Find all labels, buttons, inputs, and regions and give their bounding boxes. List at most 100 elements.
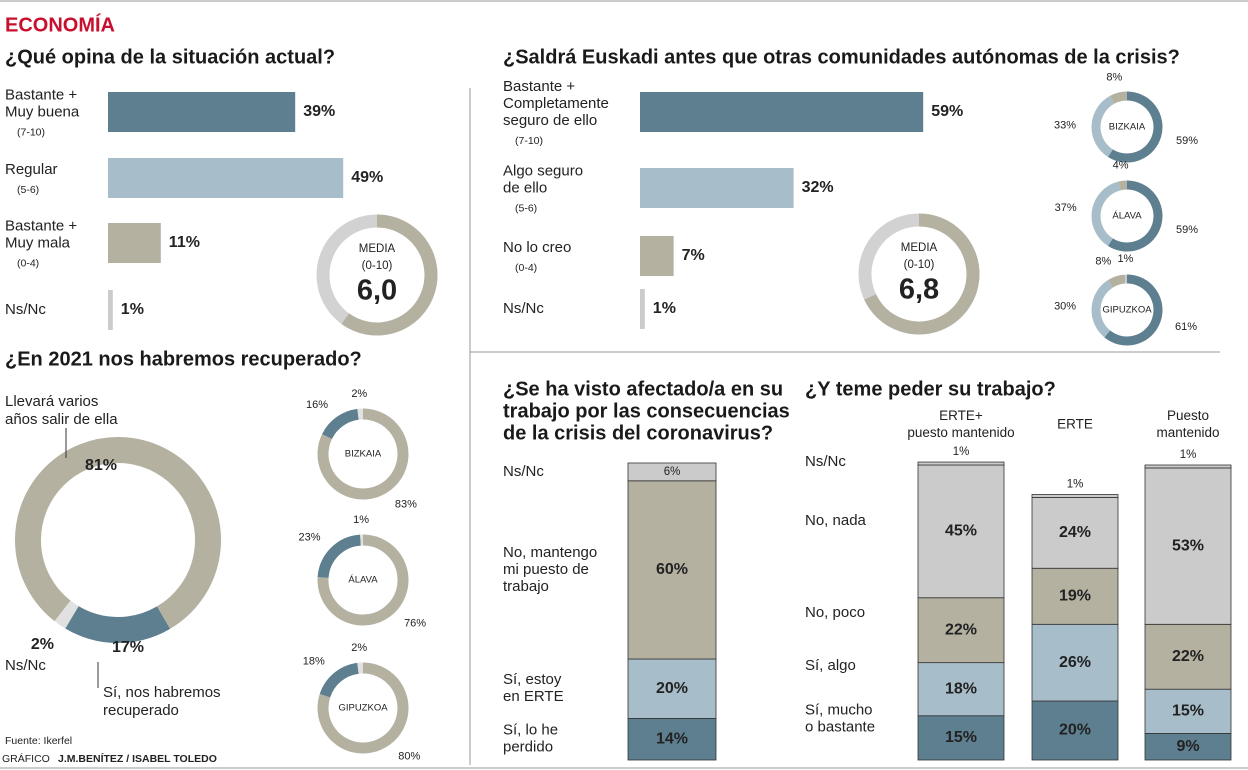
donut-name: BIZKAIA — [1109, 122, 1146, 133]
donut-segment — [1107, 274, 1126, 288]
donut-segment — [1118, 180, 1128, 191]
legend-label: Ns/Nc — [805, 453, 846, 470]
value-label: 19% — [1059, 587, 1091, 604]
value-label: 80% — [398, 750, 420, 762]
value-label: 8% — [1106, 72, 1122, 84]
value-label: 7% — [682, 247, 705, 264]
category-label: Ns/Nc — [503, 463, 544, 480]
value-label: 76% — [404, 618, 426, 630]
chart-title: ¿En 2021 nos habremos recuperado? — [5, 348, 362, 370]
value-label: 9% — [1176, 738, 1199, 755]
value-label: 49% — [351, 169, 383, 186]
category-label: en ERTE — [503, 688, 564, 705]
donut-segment — [54, 600, 79, 629]
category-label: seguro de ello — [503, 112, 597, 129]
category-label: Ns/Nc — [5, 657, 46, 674]
value-label: 8% — [1095, 255, 1111, 267]
bar-segment — [627, 718, 717, 761]
value-label: 1% — [1117, 253, 1133, 265]
category-label: Algo seguro — [503, 162, 583, 179]
category-note: (5-6) — [17, 184, 39, 196]
bar-segment — [1031, 623, 1119, 702]
gauge-label: MEDIA — [359, 243, 396, 255]
chart-title: de la crisis del coronavirus? — [503, 422, 773, 444]
chart-title: ¿Se ha visto afectado/a en su — [503, 378, 783, 400]
value-label: 32% — [802, 179, 834, 196]
value-label: 60% — [656, 561, 688, 578]
bar-segment — [627, 462, 717, 482]
section-title: ECONOMÍA — [5, 13, 115, 36]
category-note: (0-4) — [515, 262, 537, 274]
donut-name: ÁLAVA — [348, 575, 378, 586]
bar-segment — [1031, 700, 1119, 761]
category-label: Regular — [5, 161, 58, 178]
donut-segment — [1107, 91, 1163, 163]
value-label: 22% — [1172, 648, 1204, 665]
value-label: 22% — [945, 621, 977, 638]
legend-label: No, nada — [805, 512, 867, 529]
bar-segment — [1031, 567, 1119, 625]
donut-segment — [15, 437, 221, 629]
bar-segment — [917, 464, 1005, 599]
value-label: 1% — [653, 300, 676, 317]
chart-title: ¿Qué opina de la situación actual? — [5, 46, 335, 68]
value-label: 39% — [303, 103, 335, 120]
category-label: perdido — [503, 739, 553, 756]
column-header: ERTE+ — [939, 408, 983, 423]
bar — [108, 223, 161, 263]
value-label: 11% — [169, 234, 200, 251]
value-label: 18% — [303, 656, 325, 668]
bar-segment — [1144, 733, 1232, 761]
donut-name: ÁLAVA — [1112, 211, 1142, 222]
value-label: 30% — [1054, 301, 1076, 313]
category-label: No, mantengo — [503, 544, 597, 561]
value-label: 26% — [1059, 654, 1091, 671]
bar — [640, 289, 645, 329]
bar — [108, 290, 113, 330]
category-label: Ns/Nc — [5, 301, 46, 318]
bar-segment — [917, 597, 1005, 664]
value-label: 1% — [121, 301, 144, 318]
bar-segment — [1031, 494, 1119, 498]
donut-segment — [1091, 95, 1115, 157]
value-label: 45% — [945, 523, 977, 540]
category-label: Llevará varios — [5, 393, 98, 410]
column-header: puesto mantenido — [907, 425, 1014, 440]
category-label: Muy buena — [5, 103, 80, 120]
category-label: Bastante + — [5, 217, 77, 234]
bar-segment — [1144, 688, 1232, 734]
value-label: 61% — [1175, 321, 1197, 333]
bar — [640, 168, 794, 208]
value-label: 59% — [931, 103, 963, 120]
value-label: 53% — [1172, 537, 1204, 554]
category-label: Ns/Nc — [503, 300, 544, 317]
gauge-arc — [341, 214, 438, 336]
bar — [108, 92, 296, 132]
bar — [640, 236, 674, 276]
value-label: 20% — [656, 680, 688, 697]
value-label: 1% — [1067, 479, 1084, 491]
legend-label: Sí, algo — [805, 657, 856, 674]
legend-label: No, poco — [805, 604, 865, 621]
donut-segment — [1091, 181, 1121, 246]
value-label: 14% — [656, 730, 688, 747]
category-label: Completamente — [503, 95, 609, 112]
donut-segment — [1109, 91, 1128, 104]
legend-label: Sí, mucho — [805, 701, 873, 718]
value-label: 37% — [1055, 202, 1077, 214]
category-label: Bastante + — [503, 78, 575, 95]
value-label: 1% — [1180, 449, 1197, 461]
value-label: 20% — [1059, 722, 1091, 739]
category-note: (7-10) — [515, 135, 543, 147]
value-label: 24% — [1059, 524, 1091, 541]
gauge-value: 6,0 — [357, 275, 397, 307]
bar-segment — [627, 480, 717, 660]
source: Fuente: Ikerfel — [5, 735, 72, 747]
value-label: 81% — [85, 457, 117, 474]
value-label: 18% — [945, 680, 977, 697]
category-label: Sí, nos habremos — [103, 684, 221, 701]
value-label: 4% — [1113, 159, 1129, 171]
value-label: 17% — [112, 639, 144, 656]
category-label: trabajo — [503, 578, 549, 595]
